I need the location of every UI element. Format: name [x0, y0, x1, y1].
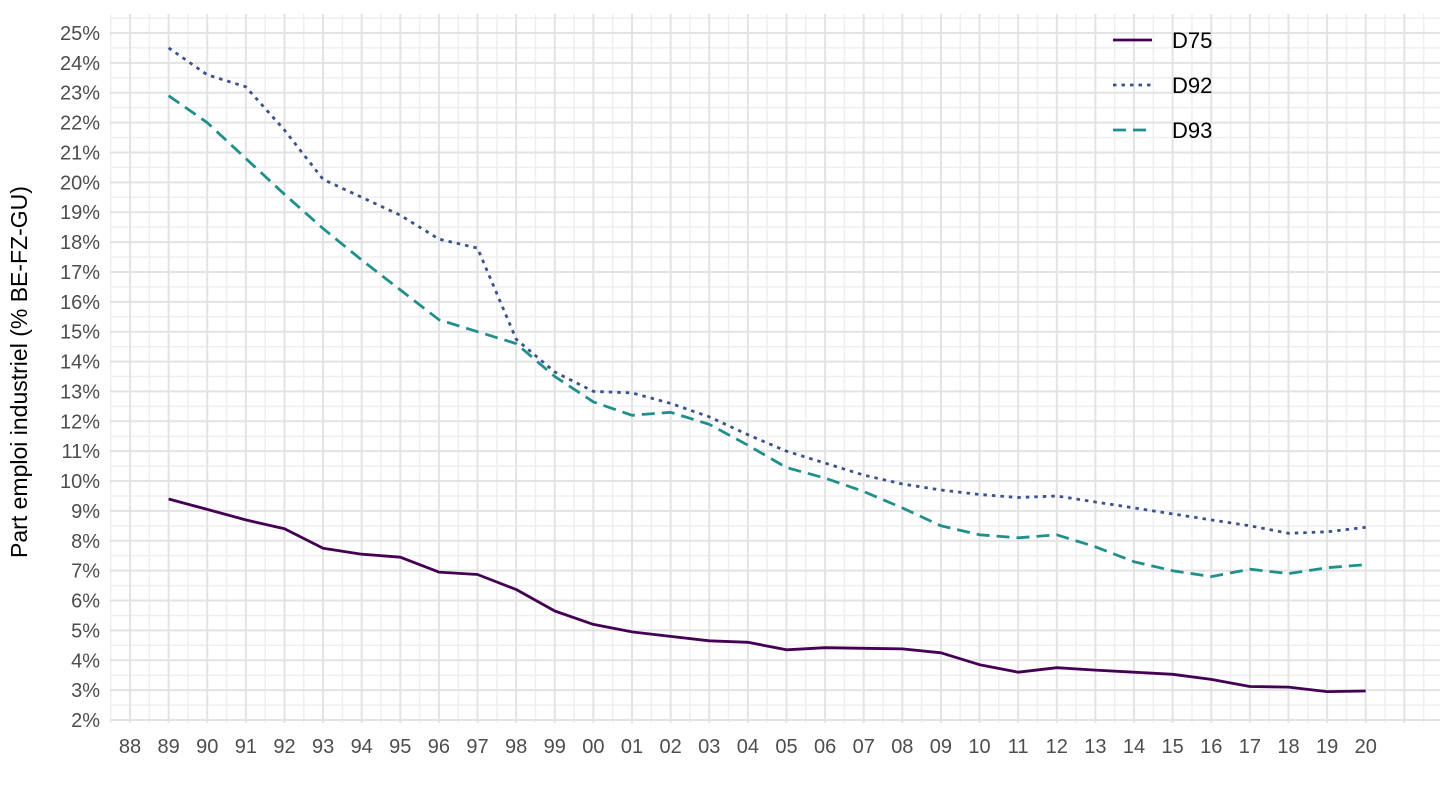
- x-tick-label-09: 09: [930, 736, 952, 758]
- y-tick-label-17%: 17%: [60, 262, 100, 284]
- x-tick-label-97: 97: [466, 736, 488, 758]
- legend-label-D75: D75: [1172, 28, 1212, 53]
- x-tick-label-11: 11: [1008, 736, 1029, 758]
- series-line-D92: [167, 46, 1366, 535]
- y-tick-label-12%: 12%: [60, 411, 100, 433]
- series-line-D93: [167, 94, 1366, 578]
- x-tick-label-08: 08: [891, 736, 913, 758]
- y-tick-label-5%: 5%: [71, 620, 100, 642]
- x-tick-label-14: 14: [1123, 736, 1145, 758]
- x-tick-label-94: 94: [351, 736, 373, 758]
- y-tick-label-9%: 9%: [71, 501, 100, 523]
- x-tick-label-90: 90: [196, 736, 218, 758]
- x-tick-label-01: 01: [621, 736, 643, 758]
- y-tick-label-10%: 10%: [60, 471, 100, 493]
- x-tick-label-20: 20: [1355, 736, 1377, 758]
- legend-label-D93: D93: [1172, 118, 1212, 143]
- y-tick-label-19%: 19%: [60, 202, 100, 224]
- x-tick-label-18: 18: [1277, 736, 1299, 758]
- data-series-lines: [167, 46, 1366, 693]
- y-tick-label-24%: 24%: [60, 53, 100, 75]
- y-tick-label-20%: 20%: [60, 172, 100, 194]
- x-tick-label-19: 19: [1316, 736, 1338, 758]
- x-tick-label-04: 04: [737, 736, 759, 758]
- x-tick-label-03: 03: [698, 736, 720, 758]
- legend-label-D92: D92: [1172, 73, 1212, 98]
- y-axis-title: Part emploi industriel (% BE-FZ-GU): [6, 186, 32, 558]
- y-tick-label-6%: 6%: [71, 591, 100, 613]
- grid-minor-lines: [109, 14, 1440, 723]
- x-tick-label-93: 93: [312, 736, 334, 758]
- x-tick-label-06: 06: [814, 736, 836, 758]
- y-tick-label-14%: 14%: [60, 352, 100, 374]
- x-tick-label-88: 88: [119, 736, 141, 758]
- y-axis-tick-labels: 2% 3% 4% 5% 6% 7% 8% 9% 10% 11% 12% 13% 14% 15% 16% 17%…: [60, 23, 100, 732]
- x-tick-label-15: 15: [1162, 736, 1184, 758]
- x-tick-label-13: 13: [1084, 736, 1106, 758]
- x-tick-label-98: 98: [505, 736, 527, 758]
- x-tick-label-02: 02: [659, 736, 681, 758]
- x-tick-label-89: 89: [157, 736, 179, 758]
- y-tick-label-15%: 15%: [60, 322, 100, 344]
- y-tick-label-2%: 2%: [71, 710, 100, 732]
- y-tick-label-23%: 23%: [60, 83, 100, 105]
- x-axis-tick-labels: 88 89 90 91 92 93 94 95 96 97 98 99 00 01 02 03 04 05 06 07…: [119, 736, 1377, 758]
- y-tick-label-8%: 8%: [71, 531, 100, 553]
- x-tick-label-16: 16: [1200, 736, 1222, 758]
- x-tick-label-96: 96: [428, 736, 450, 758]
- x-tick-label-07: 07: [853, 736, 875, 758]
- y-tick-label-18%: 18%: [60, 232, 100, 254]
- x-tick-label-95: 95: [389, 736, 411, 758]
- y-tick-label-22%: 22%: [60, 113, 100, 135]
- y-tick-label-21%: 21%: [60, 142, 100, 164]
- x-tick-label-00: 00: [582, 736, 604, 758]
- x-tick-label-99: 99: [544, 736, 566, 758]
- y-tick-label-16%: 16%: [60, 292, 100, 314]
- y-tick-label-13%: 13%: [60, 381, 100, 403]
- x-tick-label-17: 17: [1239, 736, 1261, 758]
- legend: D75 D92 D93: [1113, 28, 1212, 143]
- x-tick-label-91: 91: [235, 736, 257, 758]
- y-tick-label-4%: 4%: [71, 650, 100, 672]
- y-tick-label-7%: 7%: [71, 561, 100, 583]
- grid-major-lines: [110, 14, 1440, 723]
- series-line-D75: [168, 497, 1366, 693]
- y-tick-label-25%: 25%: [60, 23, 100, 45]
- y-tick-label-3%: 3%: [71, 680, 100, 702]
- x-tick-label-92: 92: [273, 736, 295, 758]
- x-tick-label-05: 05: [775, 736, 797, 758]
- x-tick-label-10: 10: [968, 736, 990, 758]
- y-tick-label-11%: 11%: [61, 441, 100, 463]
- x-tick-label-12: 12: [1046, 736, 1068, 758]
